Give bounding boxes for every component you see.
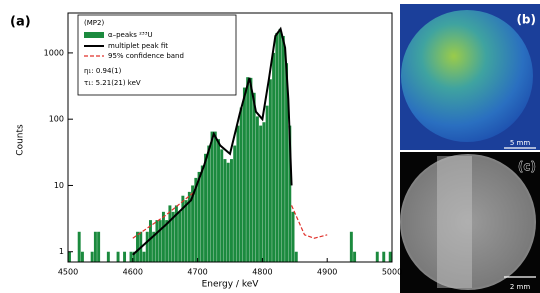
bar — [233, 146, 236, 262]
annotation: η₁: 0.94(1) — [84, 67, 122, 75]
bar — [185, 200, 188, 262]
bar — [168, 205, 171, 262]
scale-bar-label: 5 mm — [510, 139, 530, 147]
bar — [262, 122, 265, 262]
x-tick-label: 5000 — [382, 268, 402, 277]
legend: (MP2) α–peaks ²³³U multiplet peak fit 95… — [78, 15, 236, 95]
bar — [253, 93, 256, 262]
bar — [211, 132, 214, 262]
bar — [350, 232, 353, 262]
bar — [91, 252, 94, 262]
bar — [259, 126, 262, 262]
bar — [227, 163, 230, 262]
bar — [146, 232, 149, 262]
panel-label: (c) — [518, 160, 536, 174]
panel-label: (b) — [516, 13, 536, 27]
bar — [214, 132, 217, 262]
bar — [249, 78, 252, 262]
bar — [81, 252, 84, 262]
y-tick-label: 1000 — [44, 48, 64, 57]
bar — [217, 139, 220, 262]
bar — [143, 252, 146, 262]
bar — [204, 154, 207, 262]
legend-label: 95% confidence band — [108, 52, 184, 60]
bar — [295, 252, 298, 262]
bar — [230, 159, 233, 262]
bar — [220, 149, 223, 262]
bar — [155, 220, 158, 262]
bar — [207, 146, 210, 262]
bar — [181, 196, 184, 262]
bar — [107, 252, 110, 262]
figure: (a) Counts Energy / keV (MP2) α–peaks ²³… — [0, 0, 540, 293]
x-axis-label: Energy / keV — [202, 280, 260, 290]
bar — [165, 220, 168, 262]
bar — [130, 252, 133, 262]
bar — [292, 212, 295, 262]
y-tick-label: 10 — [54, 181, 64, 190]
image-b: (b) 5 mm — [400, 4, 540, 150]
y-tick-label: 1 — [59, 247, 64, 256]
bright-stripe — [437, 156, 472, 288]
bar — [78, 232, 81, 262]
bar — [136, 232, 139, 262]
bar — [224, 159, 227, 262]
bar — [275, 33, 278, 262]
bar — [243, 88, 246, 262]
bar — [389, 252, 392, 262]
bar — [246, 77, 249, 262]
legend-label: multiplet peak fit — [108, 42, 168, 50]
y-tick-label: 100 — [49, 115, 64, 124]
legend-label: α–peaks ²³³U — [108, 31, 153, 39]
bar — [97, 232, 100, 262]
y-axis-label: Counts — [16, 124, 26, 156]
bar — [269, 79, 272, 262]
bar — [240, 108, 243, 262]
annotation: τ₁: 5.21(21) keV — [84, 79, 141, 87]
x-tick-label: 4600 — [123, 268, 143, 277]
bar — [123, 252, 126, 262]
bar — [279, 29, 282, 262]
legend-title: (MP2) — [84, 19, 104, 27]
bar — [353, 252, 356, 262]
bar — [236, 126, 239, 262]
bar — [178, 212, 181, 262]
bar — [382, 252, 385, 262]
scale-bar-label: 2 mm — [510, 283, 530, 291]
x-tick-label: 4700 — [187, 268, 207, 277]
bar — [162, 212, 165, 262]
bar — [159, 220, 162, 262]
bar — [272, 53, 275, 262]
bar — [376, 252, 379, 262]
x-tick-label: 4900 — [317, 268, 337, 277]
bar — [266, 106, 269, 262]
image-c: (c) 2 mm — [400, 152, 540, 293]
x-tick-label: 4500 — [58, 268, 78, 277]
panel-label: (a) — [10, 15, 31, 30]
bar — [282, 36, 285, 262]
bar — [256, 116, 259, 262]
bar — [94, 232, 97, 262]
bar — [198, 172, 201, 262]
x-tick-label: 4800 — [252, 268, 272, 277]
bar — [117, 252, 120, 262]
legend-swatch — [84, 32, 104, 38]
bar — [201, 166, 204, 262]
sample-disc — [401, 10, 533, 142]
